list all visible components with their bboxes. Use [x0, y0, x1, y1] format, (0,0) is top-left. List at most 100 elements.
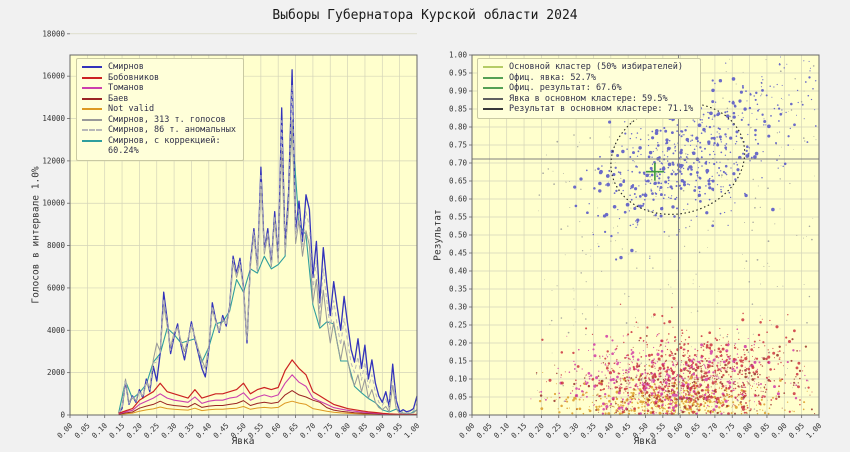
legend-label: Not valid — [108, 104, 155, 114]
legend-swatch — [82, 97, 102, 100]
legend-swatch — [82, 108, 102, 111]
x-tick-label: 0.75 — [718, 421, 737, 440]
x-tick-label: 0.85 — [752, 421, 771, 440]
legend-item: Баев — [82, 94, 236, 105]
y-tick-label: 0.10 — [449, 375, 468, 384]
x-tick-label: 0.40 — [194, 421, 213, 440]
y-tick-label: 0.75 — [449, 141, 467, 150]
legend-item: Смирнов, с коррекцией: — [82, 136, 236, 147]
x-tick-label: 0.95 — [787, 421, 806, 440]
y-tick-label: 4000 — [47, 326, 66, 335]
legend-label: Смирнов, 86 т. аномальных — [108, 125, 236, 135]
legend-item: Томанов — [82, 83, 236, 94]
scatter-cluster-bobovnikov-red — [538, 303, 813, 415]
legend-label: Основной кластер (50% избирателей) — [509, 62, 683, 72]
y-tick-label: 0.90 — [449, 87, 468, 96]
y-tick-label: 0.55 — [449, 213, 467, 222]
y-tick-label: 0.05 — [449, 393, 467, 402]
y-tick-label: 0.45 — [449, 249, 467, 258]
y-tick-label: 2000 — [47, 368, 66, 377]
legend-label: Бобовников — [108, 72, 160, 83]
x-tick-label: 0.65 — [281, 421, 300, 440]
x-tick-label: 0.70 — [700, 421, 719, 440]
y-tick-label: 0 — [60, 411, 65, 420]
legend-swatch — [483, 97, 503, 100]
y-tick-label: 0.70 — [449, 159, 468, 168]
figure-title: Выборы Губернатора Курской области 2024 — [272, 8, 578, 23]
right-plot-legend: Основной кластер (50% избирателей) Офиц. … — [477, 58, 702, 119]
x-tick-label: 0.60 — [263, 421, 282, 440]
legend-item: Офиц. явка: 52.7% — [483, 73, 693, 84]
legend-item: Смирнов, 313 т. голосов — [82, 115, 236, 126]
x-tick-label: 0.85 — [350, 421, 369, 440]
legend-item: Смирнов — [82, 62, 236, 73]
x-tick-label: 0.00 — [457, 421, 476, 440]
x-tick-label: 0.75 — [316, 421, 335, 440]
x-tick-label: 0.45 — [613, 421, 632, 440]
series-line-tomanov — [118, 374, 418, 416]
x-tick-label: 0.60 — [665, 421, 684, 440]
y-tick-label: 0.50 — [449, 231, 468, 240]
legend-item: Смирнов, 86 т. аномальных — [82, 125, 236, 136]
x-tick-label: 0.25 — [544, 421, 563, 440]
legend-swatch — [82, 76, 102, 79]
legend-swatch — [483, 76, 503, 79]
legend-swatch — [82, 129, 102, 132]
legend-swatch — [483, 87, 503, 90]
y-tick-label: 0.15 — [449, 357, 467, 366]
x-tick-label: 0.35 — [177, 421, 196, 440]
y-tick-label: 0.25 — [449, 321, 467, 330]
official-values-marker — [645, 162, 664, 181]
y-tick-label: 0.30 — [449, 303, 468, 312]
x-tick-label: 0.40 — [596, 421, 615, 440]
y-tick-label: 0.65 — [449, 177, 467, 186]
y-tick-label: 10000 — [42, 199, 65, 208]
legend-item: Основной кластер (50% избирателей) — [483, 62, 693, 73]
y-tick-label: 1.00 — [449, 51, 468, 60]
legend-label: Баев — [108, 93, 129, 104]
scatter-cluster-smirnov-blue-main — [573, 62, 783, 261]
x-tick-label: 1.00 — [402, 421, 421, 440]
x-tick-label: 0.05 — [73, 421, 92, 440]
y-tick-label: 0.80 — [449, 123, 468, 132]
left-y-axis-label: Голосов в интервале 1.0% — [30, 166, 42, 304]
legend-item: Офиц. результат: 67.6% — [483, 83, 693, 94]
x-tick-label: 0.45 — [211, 421, 230, 440]
x-tick-label: 0.90 — [770, 421, 789, 440]
y-tick-label: 14000 — [42, 114, 65, 123]
plot-spine — [471, 54, 820, 416]
legend-item: Явка в основном кластере: 59.5% — [483, 94, 693, 105]
scatter-cluster-baev-darkred — [535, 334, 816, 415]
x-tick-label: 0.30 — [561, 421, 580, 440]
y-tick-label: 0.85 — [449, 105, 467, 114]
x-tick-label: 0.65 — [683, 421, 702, 440]
legend-swatch — [82, 87, 102, 90]
legend-label: Офиц. явка: 52.7% — [509, 72, 596, 83]
x-tick-label: 0.20 — [527, 421, 546, 440]
x-tick-label: 0.10 — [492, 421, 511, 440]
x-tick-label: 0.30 — [159, 421, 178, 440]
legend-label: Явка в основном кластере: 59.5% — [509, 93, 668, 104]
y-tick-label: 0.60 — [449, 195, 468, 204]
legend-item: Результат в основном кластере: 71.1% — [483, 104, 693, 115]
x-tick-label: 0.70 — [298, 421, 317, 440]
x-tick-label: 0.10 — [90, 421, 109, 440]
y-tick-label: 0.35 — [449, 285, 467, 294]
y-tick-label: 0.20 — [449, 339, 468, 348]
legend-label-second-line: 60.24% — [108, 146, 139, 156]
legend-label: Смирнов, 313 т. голосов — [108, 114, 226, 125]
y-tick-label: 16000 — [42, 72, 65, 81]
legend-label: Томанов — [108, 83, 144, 93]
left-plot-legend: Смирнов Бобовников Томанов Баев Not valid Сми… — [76, 58, 244, 161]
x-tick-label: 0.80 — [735, 421, 754, 440]
x-tick-label: 0.95 — [385, 421, 404, 440]
y-tick-label: 0.40 — [449, 267, 468, 276]
plot-spine — [69, 54, 418, 416]
series-line-smirnov-anomalous — [118, 84, 418, 414]
legend-swatch — [483, 66, 503, 69]
y-tick-label: 8000 — [47, 241, 66, 250]
y-tick-label: 18000 — [42, 29, 65, 38]
line-series-group — [118, 69, 418, 416]
legend-label: Результат в основном кластере: 71.1% — [509, 104, 694, 114]
